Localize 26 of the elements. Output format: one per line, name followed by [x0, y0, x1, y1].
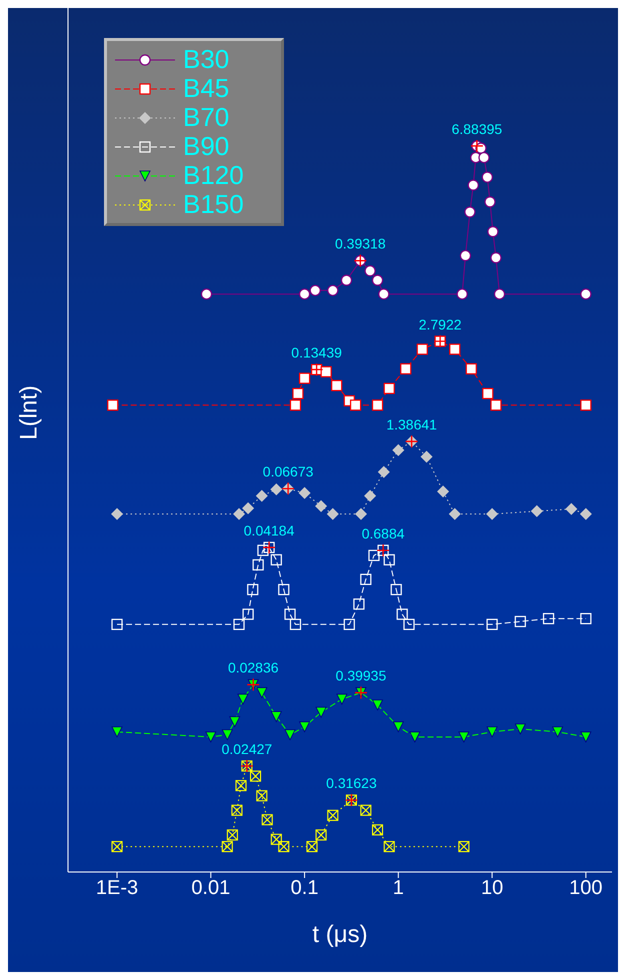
annotation: 1.38641 [386, 416, 438, 432]
x-axis-title: t (μs) [312, 921, 368, 948]
legend-label: B30 [183, 44, 230, 75]
annotation: 0.04184 [244, 522, 295, 538]
annotation: 0.39935 [336, 668, 386, 684]
x-tick-label: 0.1 [290, 877, 318, 900]
legend-label: B70 [183, 102, 230, 133]
x-tick-label: 0.01 [191, 877, 230, 900]
annotation: 0.02427 [222, 740, 272, 757]
annotation: 0.39318 [335, 236, 386, 252]
y-axis-title: L(lnt) [16, 385, 43, 440]
annotation: 6.88395 [452, 120, 502, 137]
annotation: 0.6884 [362, 525, 405, 542]
annotation: 2.7922 [418, 316, 462, 332]
legend-label: B120 [183, 160, 244, 191]
annotation: 0.06673 [262, 464, 314, 480]
annotation: 0.31623 [326, 775, 377, 792]
annotation: 0.13439 [291, 344, 342, 361]
x-tick-label: 1 [392, 877, 404, 900]
legend-label: B45 [183, 73, 230, 104]
legend-label: B90 [183, 131, 230, 162]
x-tick-label: 100 [569, 877, 603, 900]
x-tick-label: 10 [480, 877, 504, 900]
legend-label: B150 [183, 189, 244, 220]
annotation: 0.02836 [228, 660, 279, 676]
x-tick-label: 1E-3 [96, 877, 138, 900]
